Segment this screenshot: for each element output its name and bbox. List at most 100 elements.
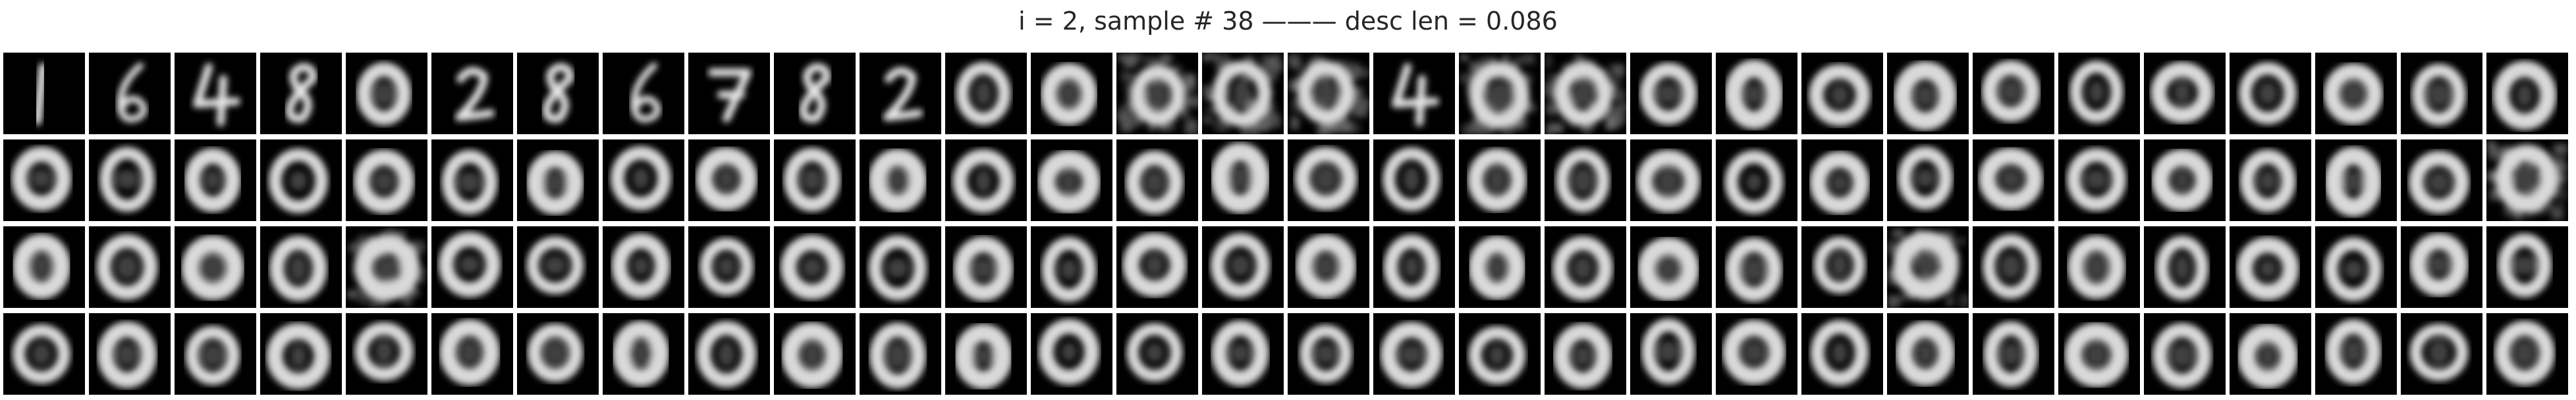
image-panel [2401, 226, 2482, 308]
digit-image [2144, 53, 2226, 134]
image-panel [945, 226, 1027, 308]
digit-image [517, 53, 599, 134]
image-panel [431, 139, 513, 221]
image-panel [1887, 226, 1969, 308]
digit-image [2486, 139, 2568, 221]
digit-image [1887, 226, 1969, 308]
image-panel [89, 53, 171, 134]
image-panel [603, 226, 684, 308]
digit-image [2401, 313, 2482, 395]
image-panel [260, 53, 342, 134]
image-panel [688, 53, 770, 134]
image-panel [346, 139, 427, 221]
image-panel [3, 53, 85, 134]
image-panel [1116, 226, 1198, 308]
image-panel [431, 313, 513, 395]
digit-image [346, 226, 427, 308]
digit-image [1288, 53, 1369, 134]
digit-image [2401, 53, 2482, 134]
digit-image [603, 53, 684, 134]
digit-image [1373, 313, 1455, 395]
image-panel [1801, 313, 1883, 395]
digit-image [1373, 53, 1455, 134]
digit-image [89, 226, 171, 308]
image-panel [2315, 226, 2397, 308]
digit-image [2230, 53, 2311, 134]
digit-image [1801, 226, 1883, 308]
digit-image [2315, 313, 2397, 395]
image-panel [431, 226, 513, 308]
digit-image [346, 139, 427, 221]
image-panel [1630, 53, 1712, 134]
digit-image [860, 226, 941, 308]
image-panel [860, 313, 941, 395]
digit-image [945, 53, 1027, 134]
digit-image [2058, 53, 2140, 134]
digit-image [1459, 313, 1541, 395]
image-panel [3, 226, 85, 308]
digit-image [3, 226, 85, 308]
digit-image [1202, 53, 1284, 134]
digit-image [89, 53, 171, 134]
digit-image [260, 313, 342, 395]
digit-image [2315, 53, 2397, 134]
image-panel [1887, 139, 1969, 221]
image-panel [603, 53, 684, 134]
digit-image [2315, 139, 2397, 221]
digit-image [175, 139, 256, 221]
image-panel [1459, 53, 1541, 134]
image-grid [3, 53, 2572, 396]
digit-image [1973, 226, 2054, 308]
image-panel [89, 139, 171, 221]
digit-image [3, 139, 85, 221]
digit-image [1630, 139, 1712, 221]
image-panel [2315, 53, 2397, 134]
digit-image [431, 139, 513, 221]
image-panel [2401, 139, 2482, 221]
image-panel [1373, 53, 1455, 134]
image-panel [945, 313, 1027, 395]
digit-image [346, 313, 427, 395]
digit-image [431, 313, 513, 395]
digit-image [1373, 226, 1455, 308]
digit-image [260, 139, 342, 221]
digit-image [603, 313, 684, 395]
image-panel [3, 139, 85, 221]
digit-image [2058, 139, 2140, 221]
image-panel [2486, 226, 2568, 308]
image-panel [1630, 313, 1712, 395]
image-panel [2058, 226, 2140, 308]
image-panel [1716, 139, 1797, 221]
image-panel [2144, 53, 2226, 134]
digit-image [1973, 53, 2054, 134]
image-panel [2230, 139, 2311, 221]
image-panel [774, 139, 856, 221]
image-panel [1801, 139, 1883, 221]
digit-image [260, 226, 342, 308]
digit-image [1459, 139, 1541, 221]
digit-image [2058, 226, 2140, 308]
image-panel [774, 226, 856, 308]
image-panel [260, 226, 342, 308]
digit-image [603, 139, 684, 221]
digit-image [688, 139, 770, 221]
digit-image [2486, 313, 2568, 395]
image-panel [2058, 139, 2140, 221]
image-panel [2144, 226, 2226, 308]
digit-image [1630, 226, 1712, 308]
digit-image [3, 313, 85, 395]
image-panel [1202, 313, 1284, 395]
digit-image [1716, 313, 1797, 395]
image-panel [1288, 226, 1369, 308]
image-panel [2315, 139, 2397, 221]
image-panel [517, 139, 599, 221]
image-panel [1716, 226, 1797, 308]
image-panel [1459, 313, 1541, 395]
image-panel [774, 313, 856, 395]
digit-image [517, 226, 599, 308]
image-panel [1716, 313, 1797, 395]
digit-image [945, 226, 1027, 308]
image-panel [89, 313, 171, 395]
image-panel [1801, 53, 1883, 134]
